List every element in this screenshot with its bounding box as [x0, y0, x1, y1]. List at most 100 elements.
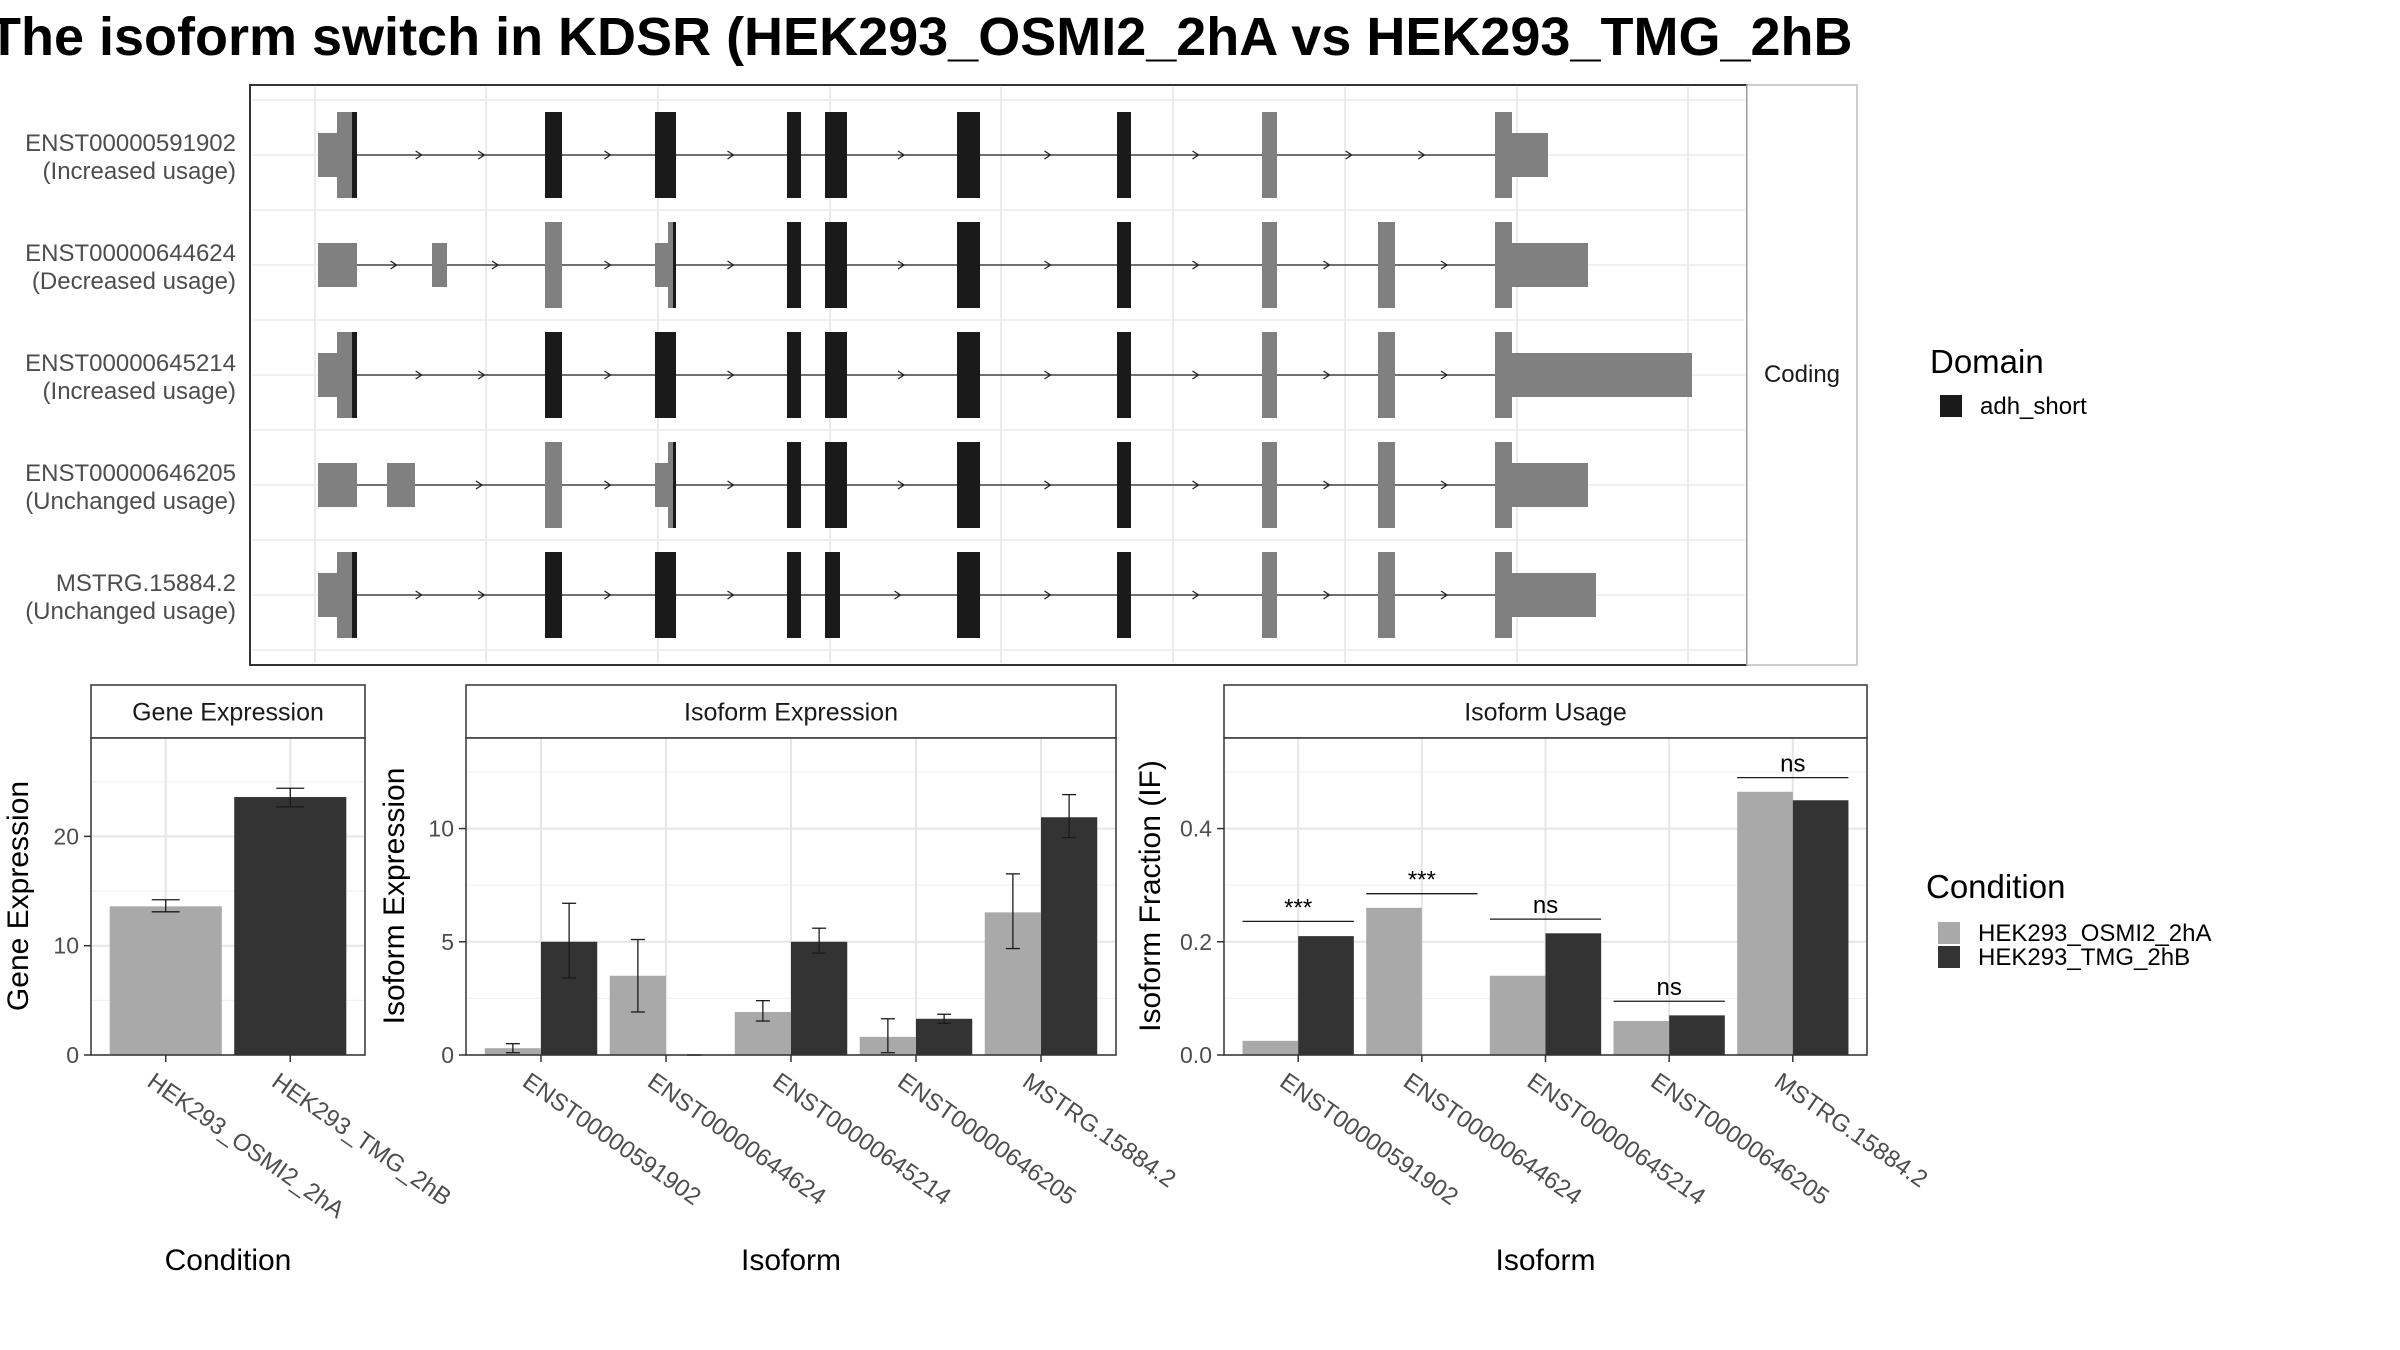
isoform-label-id: ENST00000591902 — [25, 130, 236, 157]
exon-noncoding — [1378, 332, 1395, 418]
exon-coding — [825, 552, 840, 638]
exon-utr — [655, 463, 668, 507]
exon-utr — [1512, 573, 1596, 617]
domain-legend: Domain adh_short — [1930, 343, 2087, 420]
strand-arrow — [1044, 480, 1052, 490]
isoform-label-id: ENST00000645214 — [25, 350, 236, 377]
bar — [1489, 975, 1546, 1055]
exon-coding — [655, 112, 676, 198]
strand-arrow — [604, 480, 612, 490]
strand-arrow — [491, 260, 500, 270]
strand-arrow — [475, 480, 484, 490]
strand-arrow — [415, 590, 423, 600]
exon-noncoding — [1262, 442, 1277, 528]
chart-title: Isoform Expression — [684, 699, 898, 727]
isoform-label-id: ENST00000644624 — [25, 240, 236, 267]
strand-arrow — [477, 590, 486, 600]
bar — [109, 906, 222, 1055]
strand-arrow — [1323, 260, 1331, 270]
exon-utr — [1512, 243, 1588, 287]
figure-title: The isoform switch in KDSR (HEK293_OSMI2… — [0, 7, 1853, 67]
bar — [1792, 800, 1849, 1055]
exon-noncoding — [545, 222, 562, 308]
x-axis-title: Condition — [165, 1244, 292, 1277]
exon-noncoding — [1495, 552, 1512, 638]
strand-arrow — [1323, 480, 1331, 490]
exon-coding — [957, 332, 980, 418]
exon-noncoding — [545, 442, 562, 528]
exon-coding — [1117, 222, 1131, 308]
exon-noncoding — [337, 332, 352, 418]
exon-utr — [318, 243, 357, 287]
strand-arrow — [477, 370, 486, 380]
y-axis-title: Gene Expression — [2, 781, 35, 1011]
exon-utr — [655, 243, 668, 287]
strand-arrow — [727, 590, 735, 600]
strand-arrow — [415, 370, 423, 380]
strand-arrow — [477, 150, 486, 160]
strand-arrow — [1044, 260, 1052, 270]
strand-arrow — [604, 590, 612, 600]
chart-isoform-usage: Isoform Usage******nsnsns0.00.20.4ENST00… — [1134, 684, 1932, 1277]
exon-noncoding — [1378, 552, 1395, 638]
strand-arrow — [1440, 590, 1449, 600]
bar — [234, 797, 347, 1055]
exon-coding — [787, 112, 801, 198]
exon-utr — [432, 243, 447, 287]
bar — [1737, 791, 1793, 1055]
isoform-label-usage: (Unchanged usage) — [25, 488, 236, 515]
exon-utr — [318, 353, 337, 397]
isoform-label-usage: (Increased usage) — [43, 158, 236, 185]
exon-noncoding — [1495, 332, 1512, 418]
exon-coding — [1117, 442, 1131, 528]
chart-strip — [1223, 684, 1868, 739]
exon-noncoding — [1495, 442, 1512, 528]
exon-utr — [1512, 133, 1548, 177]
bar — [1298, 936, 1354, 1055]
exon-coding — [545, 332, 562, 418]
bar-charts: Gene Expression01020HEK293_OSMI2_2hAHEK2… — [2, 684, 1932, 1277]
bar — [1613, 1021, 1670, 1055]
chart-strip — [90, 684, 366, 739]
exon-coding — [825, 112, 847, 198]
strand-arrow — [1192, 590, 1200, 600]
exon-noncoding — [1495, 112, 1512, 198]
isoform-label-id: ENST00000646205 — [25, 460, 236, 487]
bar — [1242, 1040, 1299, 1055]
exon-utr — [318, 133, 337, 177]
strand-arrow — [604, 150, 612, 160]
exon-coding — [352, 552, 357, 638]
structure-strip-label: Coding — [1764, 361, 1840, 388]
exon-utr — [318, 463, 357, 507]
exon-utr — [318, 573, 337, 617]
transcript-row — [318, 552, 1596, 638]
transcript-row — [318, 112, 1548, 198]
significance-label: ns — [1656, 974, 1681, 1001]
strand-arrow — [894, 590, 902, 600]
y-tick-label: 10 — [53, 933, 79, 959]
exon-coding — [825, 332, 847, 418]
condition-legend-title: Condition — [1926, 868, 2065, 905]
exon-coding — [352, 112, 357, 198]
y-axis-title: Isoform Expression — [378, 768, 411, 1025]
strand-arrow — [727, 480, 735, 490]
x-axis-title: Isoform — [1495, 1244, 1595, 1277]
strand-arrow — [1323, 590, 1331, 600]
bar — [916, 1018, 973, 1055]
strand-arrow — [1044, 370, 1052, 380]
strand-arrow — [1192, 370, 1200, 380]
significance-label: ns — [1780, 751, 1805, 778]
transcript-row — [318, 222, 1588, 308]
exon-coding — [1117, 112, 1131, 198]
strand-arrow — [1044, 150, 1052, 160]
strand-arrow — [897, 370, 906, 380]
strand-arrow — [1440, 260, 1449, 270]
exon-coding — [655, 332, 676, 418]
isoform-label-usage: (Decreased usage) — [32, 268, 236, 295]
transcript-structure-panel: Coding ENST00000591902(Increased usage) E… — [25, 84, 1858, 666]
strand-arrow — [1044, 590, 1052, 600]
transcript-row — [318, 442, 1588, 528]
exon-coding — [545, 112, 562, 198]
strand-arrow — [604, 370, 612, 380]
chart-strip — [465, 684, 1117, 739]
